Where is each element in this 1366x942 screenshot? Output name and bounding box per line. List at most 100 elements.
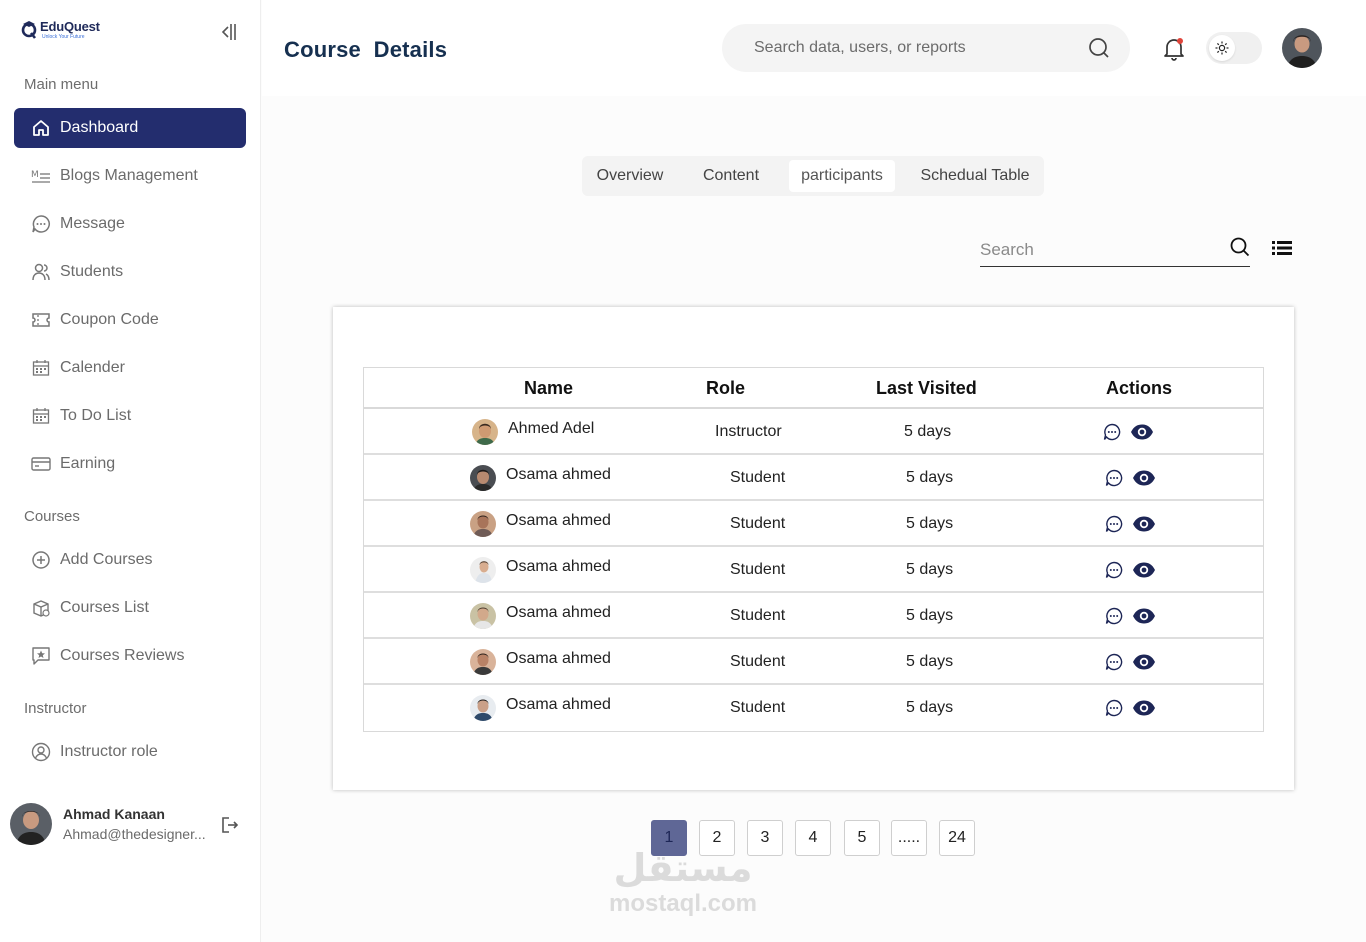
theme-toggle[interactable] (1206, 32, 1262, 64)
page-button-2[interactable]: 2 (699, 820, 735, 856)
brand-logo[interactable]: EduQuest Unlock Your Future (20, 20, 100, 40)
search-icon[interactable] (1088, 37, 1110, 59)
avatar (470, 511, 496, 537)
blog-list-icon: M (30, 165, 52, 187)
message-icon[interactable] (1105, 515, 1123, 533)
sidebar-item-courses-list[interactable]: Courses List (14, 588, 246, 628)
tab-overview[interactable]: Overview (596, 167, 664, 184)
message-icon[interactable] (1105, 561, 1123, 579)
sidebar-item-add-courses[interactable]: Add Courses (14, 540, 246, 580)
participants-card: Name Role Last Visited Actions Ahmed Ade… (333, 307, 1294, 790)
participant-last-visited: 5 days (906, 515, 954, 532)
sidebar-item-coupon-code[interactable]: Coupon Code (14, 300, 246, 340)
message-icon[interactable] (1105, 653, 1123, 671)
view-eye-icon[interactable] (1132, 515, 1156, 533)
watermark: مستقل mostaql.com (598, 845, 768, 925)
sidebar-item-label: Instructor role (60, 743, 158, 760)
svg-text:M: M (31, 170, 39, 180)
participant-last-visited: 5 days (906, 469, 954, 486)
notification-bell-icon[interactable] (1162, 36, 1186, 62)
participant-role: Student (730, 561, 786, 578)
sidebar-item-students[interactable]: Students (14, 252, 246, 292)
participant-role: Student (730, 515, 786, 532)
sidebar-item-label: Students (60, 263, 124, 280)
view-eye-icon[interactable] (1132, 607, 1156, 625)
participant-role: Instructor (715, 423, 782, 440)
table-row: Osama ahmed Student 5 days (364, 685, 1263, 731)
participant-last-visited: 5 days (904, 423, 952, 440)
participant-name: Osama ahmed (506, 604, 611, 621)
collapse-sidebar-icon[interactable] (220, 22, 238, 42)
logout-icon[interactable] (220, 815, 240, 835)
view-eye-icon[interactable] (1132, 699, 1156, 717)
avatar (470, 649, 496, 675)
participant-last-visited: 5 days (906, 653, 954, 670)
message-icon[interactable] (1105, 469, 1123, 487)
page-button-4[interactable]: 4 (795, 820, 831, 856)
tab-schedual-table[interactable]: Schedual Table (920, 167, 1030, 184)
page-button-5[interactable]: 5 (844, 820, 880, 856)
sidebar-item-calender[interactable]: Calender (14, 348, 246, 388)
sidebar-item-instructor-role[interactable]: Instructor role (14, 732, 246, 772)
participant-name: Osama ahmed (506, 558, 611, 575)
tab-content[interactable]: Content (702, 167, 760, 184)
avatar (470, 695, 496, 721)
sidebar-item-label: Dashboard (60, 119, 139, 136)
participant-name: Ahmed Adel (508, 420, 595, 437)
participant-role: Student (730, 653, 786, 670)
user-profile[interactable]: Ahmad Kanaan Ahmad@thedesigner... (10, 803, 250, 847)
column-header-role: Role (706, 378, 746, 398)
header-avatar[interactable] (1282, 28, 1322, 68)
sidebar-item-label: Add Courses (60, 551, 153, 568)
participant-name: Osama ahmed (506, 650, 611, 667)
search-icon[interactable] (1230, 237, 1250, 257)
page-button-3[interactable]: 3 (747, 820, 783, 856)
ticket-icon (30, 309, 52, 331)
participant-name-cell: Ahmed Adel (472, 419, 594, 445)
message-icon[interactable] (1105, 607, 1123, 625)
participant-name: Osama ahmed (506, 466, 611, 483)
tab-participants[interactable]: participants (789, 160, 895, 192)
page-button-1[interactable]: 1 (651, 820, 687, 856)
page-button-last[interactable]: 24 (939, 820, 975, 856)
table-row: Osama ahmed Student 5 days (364, 547, 1263, 593)
global-search-input[interactable] (754, 24, 1074, 72)
participant-name-cell: Osama ahmed (470, 603, 611, 629)
column-header-last-visited: Last Visited (876, 378, 977, 398)
message-icon[interactable] (1103, 423, 1121, 441)
participants-search-input[interactable] (980, 236, 1220, 264)
participant-last-visited: 5 days (906, 699, 954, 716)
top-header: Course Details (262, 0, 1366, 96)
avatar (470, 465, 496, 491)
participant-name-cell: Osama ahmed (470, 695, 611, 721)
sidebar: EduQuest Unlock Your Future Main menu Da… (0, 0, 261, 942)
avatar (470, 557, 496, 583)
sidebar-item-blogs-management[interactable]: M Blogs Management (14, 156, 246, 196)
logo-mark-icon (20, 20, 38, 40)
sidebar-item-to-do-list[interactable]: To Do List (14, 396, 246, 436)
message-icon[interactable] (1105, 699, 1123, 717)
card-icon (30, 453, 52, 475)
sidebar-item-earning[interactable]: Earning (14, 444, 246, 484)
sidebar-item-courses-reviews[interactable]: Courses Reviews (14, 636, 246, 676)
view-eye-icon[interactable] (1132, 653, 1156, 671)
participant-role: Student (730, 607, 786, 624)
list-view-icon[interactable] (1272, 240, 1292, 256)
brand-name: EduQuest (40, 19, 100, 34)
view-eye-icon[interactable] (1132, 561, 1156, 579)
page-ellipsis[interactable]: ..... (891, 820, 927, 856)
participants-search[interactable] (980, 234, 1250, 267)
column-header-actions: Actions (1106, 378, 1173, 398)
participant-name-cell: Osama ahmed (470, 649, 611, 675)
sidebar-item-label: Calender (60, 359, 125, 376)
global-search[interactable] (722, 24, 1130, 72)
watermark-latin: mostaql.com (608, 890, 758, 917)
sidebar-item-message[interactable]: Message (14, 204, 246, 244)
home-icon (30, 117, 52, 139)
sidebar-item-dashboard[interactable]: Dashboard (14, 108, 246, 148)
sidebar-item-label: Courses List (60, 599, 149, 616)
profile-name: Ahmad Kanaan (63, 806, 165, 822)
watermark-arabic: مستقل (613, 846, 753, 890)
view-eye-icon[interactable] (1132, 469, 1156, 487)
view-eye-icon[interactable] (1130, 423, 1154, 441)
